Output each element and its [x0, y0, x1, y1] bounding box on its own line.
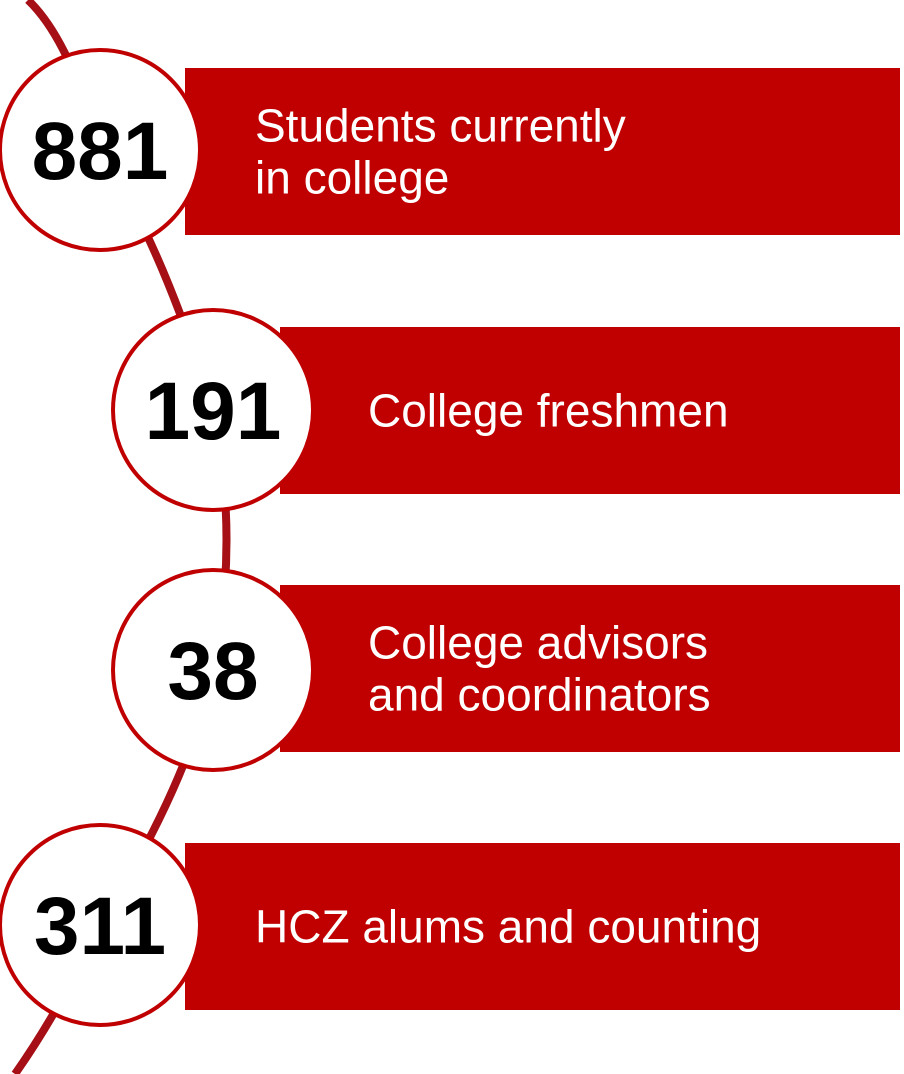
stat-number: 881 [32, 106, 169, 197]
stat-label: College freshmen [368, 385, 729, 437]
number-badge [0, 48, 202, 252]
stat-number: 38 [167, 626, 258, 717]
number-badge [0, 823, 202, 1027]
stat-number: 311 [34, 881, 166, 972]
number-badge [111, 308, 315, 512]
banner [280, 327, 900, 494]
stat-label: in college [255, 152, 449, 204]
stat-label: and coordinators [368, 669, 711, 721]
stat-label: College advisors [368, 617, 708, 669]
stat-label: Students currently [255, 100, 626, 152]
banner [185, 68, 900, 235]
banner [280, 585, 900, 752]
stat-label: HCZ alums and counting [255, 901, 761, 953]
stat-number: 191 [145, 366, 282, 457]
banner [185, 843, 900, 1010]
number-badge [111, 568, 315, 772]
